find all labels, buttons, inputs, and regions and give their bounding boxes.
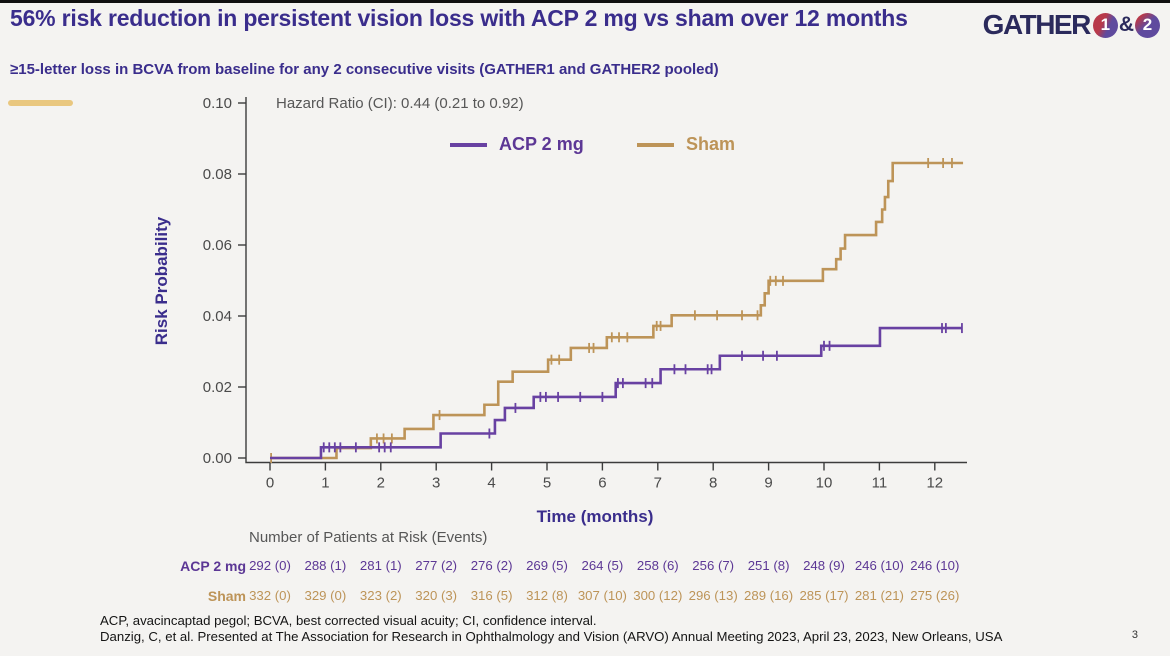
x-tick-label: 8 bbox=[709, 475, 717, 492]
at-risk-cell: 248 (9) bbox=[803, 558, 845, 573]
legend-label-sham: Sham bbox=[686, 134, 736, 154]
sham-curve bbox=[270, 157, 964, 463]
slide-subtitle: ≥15-letter loss in BCVA from baseline fo… bbox=[10, 61, 719, 78]
at-risk-cell: 285 (17) bbox=[799, 588, 849, 603]
x-tick-label: 2 bbox=[377, 475, 385, 492]
top-border-bar bbox=[0, 0, 1170, 3]
at-risk-cell: 296 (13) bbox=[688, 588, 738, 603]
x-tick-label: 6 bbox=[598, 475, 606, 492]
ampersand: & bbox=[1118, 13, 1134, 36]
at-risk-cell: 276 (2) bbox=[470, 558, 513, 573]
footnotes: ACP, avacincaptad pegol; BCVA, best corr… bbox=[100, 613, 1002, 645]
slide-title: 56% risk reduction in persistent vision … bbox=[10, 5, 908, 31]
at-risk-cell: 246 (10) bbox=[910, 558, 960, 573]
at-risk-cell: 258 (6) bbox=[636, 558, 679, 573]
at-risk-cell: 275 (26) bbox=[910, 588, 960, 603]
page-number: 3 bbox=[1131, 629, 1138, 641]
x-axis-title: Time (months) bbox=[536, 507, 654, 526]
hazard-ratio-annotation: Hazard Ratio (CI): 0.44 (0.21 to 0.92) bbox=[276, 95, 524, 112]
gather2-badge-icon: 2 bbox=[1135, 12, 1160, 38]
x-tick-label: 9 bbox=[764, 475, 772, 492]
at-risk-cell: 289 (16) bbox=[744, 588, 794, 603]
legend-label-acp: ACP 2 mg bbox=[499, 134, 584, 154]
x-tick-label: 10 bbox=[816, 475, 833, 492]
at-risk-cell: 256 (7) bbox=[692, 558, 735, 573]
gather1-badge-icon: 1 bbox=[1092, 12, 1118, 38]
at-risk-row-label: ACP 2 mg bbox=[180, 558, 246, 574]
x-tick-label: 0 bbox=[266, 475, 274, 492]
at-risk-cell: 288 (1) bbox=[304, 558, 347, 573]
at-risk-cell: 332 (0) bbox=[249, 588, 291, 603]
acp-line-swatch-icon bbox=[450, 142, 487, 147]
x-tick-label: 11 bbox=[872, 475, 888, 492]
y-tick-label: 0.10 bbox=[203, 95, 232, 112]
axes: 0.000.020.040.060.080.100 1 2 3 4 5 6 7 8 9 10 11 12 bbox=[203, 95, 967, 492]
at-risk-cell: 300 (12) bbox=[633, 588, 683, 603]
acp-curve bbox=[270, 323, 963, 460]
y-axis-title: Risk Probability bbox=[152, 216, 171, 346]
x-tick-label: 5 bbox=[543, 475, 551, 492]
x-tick-label: 7 bbox=[654, 475, 662, 492]
y-tick-label: 0.00 bbox=[203, 450, 232, 467]
at-risk-cell: 264 (5) bbox=[581, 558, 624, 573]
accent-dash bbox=[8, 100, 73, 106]
at-risk-cell: 281 (21) bbox=[854, 588, 904, 603]
at-risk-cell: 269 (5) bbox=[526, 558, 568, 573]
x-tick-label: 4 bbox=[487, 475, 495, 492]
at-risk-cell: 312 (8) bbox=[526, 588, 568, 603]
at-risk-cell: 329 (0) bbox=[304, 588, 347, 603]
at-risk-cell: 292 (0) bbox=[249, 558, 291, 573]
legend-item-acp: ACP 2 mg bbox=[450, 134, 584, 155]
axis-lines bbox=[245, 97, 967, 464]
x-tick-label: 1 bbox=[321, 475, 329, 492]
at-risk-cell: 323 (2) bbox=[359, 588, 402, 603]
km-step-line bbox=[270, 161, 964, 460]
at-risk-cell: 307 (10) bbox=[577, 588, 627, 603]
legend-item-sham: Sham bbox=[637, 134, 735, 155]
gather-logo-text: GATHER bbox=[982, 9, 1092, 40]
at-risk-cell: 316 (5) bbox=[470, 588, 513, 603]
y-tick-label: 0.08 bbox=[203, 166, 232, 183]
footnote-abbreviations: ACP, avacincaptad pegol; BCVA, best corr… bbox=[100, 613, 597, 628]
footnote-citation: Danzig, C, et al. Presented at The Assoc… bbox=[100, 629, 1003, 644]
at-risk-cell: 251 (8) bbox=[747, 558, 790, 573]
at-risk-row-label: Sham bbox=[207, 588, 246, 604]
at-risk-cell: 320 (3) bbox=[415, 588, 458, 603]
y-tick-label: 0.02 bbox=[203, 379, 232, 396]
y-tick-label: 0.06 bbox=[203, 237, 232, 254]
x-tick-label: 12 bbox=[926, 475, 943, 492]
gather-logo: GATHER 1 & 2 bbox=[983, 9, 1160, 41]
at-risk-cell: 246 (10) bbox=[854, 558, 904, 573]
x-tick-label: 3 bbox=[432, 475, 440, 492]
at-risk-table-header: Number of Patients at Risk (Events) bbox=[249, 529, 488, 546]
y-tick-label: 0.04 bbox=[203, 308, 232, 325]
sham-line-swatch-icon bbox=[637, 142, 674, 147]
at-risk-cell: 277 (2) bbox=[415, 558, 458, 573]
at-risk-cell: 281 (1) bbox=[359, 558, 402, 573]
km-step-line bbox=[270, 326, 962, 460]
